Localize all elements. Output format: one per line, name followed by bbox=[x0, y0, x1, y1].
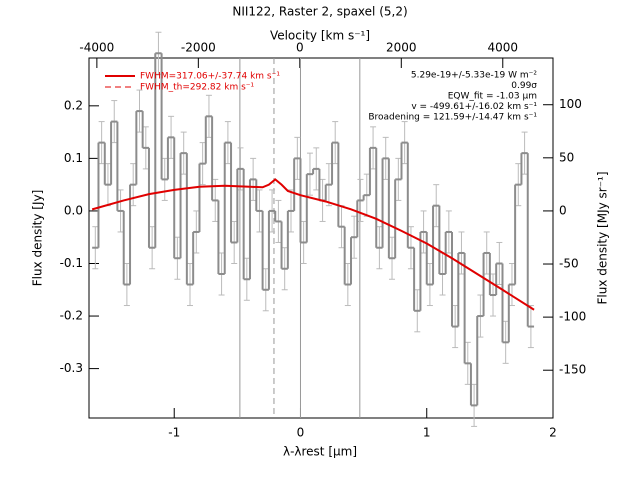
annotation: Broadening = 121.59+/-14.47 km s⁻¹ bbox=[368, 113, 537, 123]
y-axis-label: Flux density [Jy] bbox=[31, 190, 45, 287]
y-tick-label: -0.1 bbox=[60, 256, 83, 270]
x-tick-label: 0 bbox=[297, 426, 305, 440]
annotation: EQW_fit = -1.03 μm bbox=[448, 92, 537, 102]
legend-label: FWHM=317.06+/-37.74 km s⁻¹ bbox=[140, 72, 280, 82]
y-tick-label: -0.3 bbox=[60, 361, 83, 375]
y2-tick-label: 100 bbox=[559, 97, 582, 111]
x-axis-label: λ-λrest [μm] bbox=[283, 445, 357, 459]
x-tick-label: 2 bbox=[549, 426, 557, 440]
y-tick-label: 0.1 bbox=[64, 151, 83, 165]
x2-tick-label: -4000 bbox=[79, 41, 114, 55]
y-tick-label: -0.2 bbox=[60, 309, 83, 323]
y2-axis-label: Flux density [MJy sr⁻¹] bbox=[596, 171, 610, 304]
x-tick-label: -1 bbox=[168, 426, 180, 440]
legend-label: FWHM_th=292.82 km s⁻¹ bbox=[140, 83, 255, 93]
y2-tick-label: 0 bbox=[559, 203, 567, 217]
chart-title: NII122, Raster 2, spaxel (5,2) bbox=[232, 5, 407, 19]
annotation: 5.29e-19+/-5.33e-19 W m⁻² bbox=[411, 71, 538, 81]
annotation: 0.99σ bbox=[511, 81, 537, 91]
x2-tick-label: -2000 bbox=[181, 41, 216, 55]
x-tick-label: 1 bbox=[423, 426, 431, 440]
annotation: v = -499.61+/-16.02 km s⁻¹ bbox=[411, 102, 537, 112]
y2-tick-label: -150 bbox=[559, 363, 586, 377]
x2-tick-label: 0 bbox=[296, 41, 304, 55]
fit-line bbox=[91, 178, 535, 311]
y2-tick-label: 50 bbox=[559, 150, 574, 164]
y2-tick-label: -100 bbox=[559, 310, 586, 324]
y-tick-label: 0.2 bbox=[64, 98, 83, 112]
x2-axis-label: Velocity [km s⁻¹] bbox=[270, 29, 370, 43]
plot-frame bbox=[88, 57, 554, 419]
x2-tick-label: 4000 bbox=[487, 41, 518, 55]
x2-tick-label: 2000 bbox=[386, 41, 417, 55]
y2-tick-label: -50 bbox=[559, 257, 579, 271]
y-tick-label: 0.0 bbox=[64, 203, 83, 217]
